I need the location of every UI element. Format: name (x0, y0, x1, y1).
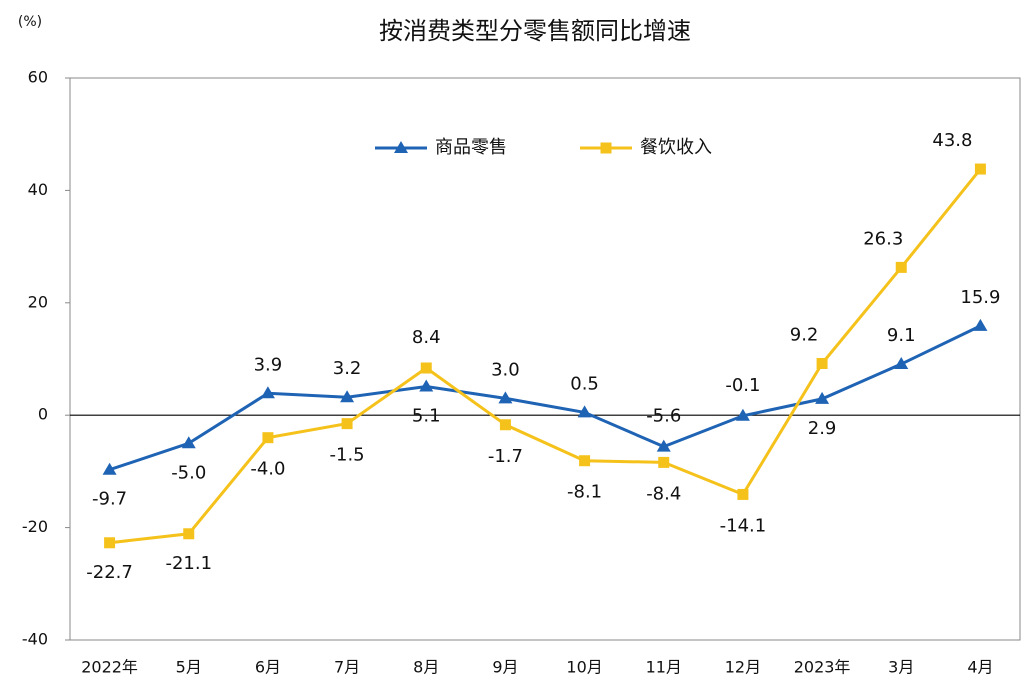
data-label: -4.0 (250, 459, 285, 480)
y-tick-label: 0 (38, 405, 48, 424)
x-tick-label: 9月 (492, 658, 518, 677)
data-label: -5.0 (171, 462, 206, 483)
x-tick-label: 2023年 (794, 658, 851, 677)
data-label: -14.1 (720, 515, 767, 536)
data-label: 26.3 (863, 228, 903, 249)
data-label: 3.2 (333, 358, 362, 379)
y-tick-label: 40 (28, 180, 48, 199)
x-tick-label: 8月 (413, 658, 439, 677)
series-line (109, 324, 982, 472)
marker (600, 142, 612, 154)
data-label: 5.1 (412, 406, 441, 427)
data-label: -0.1 (725, 375, 760, 396)
marker (499, 419, 511, 431)
marker (420, 362, 432, 374)
marker (341, 418, 353, 430)
x-tick-label: 7月 (334, 658, 360, 677)
marker (735, 408, 750, 421)
marker (895, 261, 907, 273)
data-label: 43.8 (932, 130, 972, 151)
legend-label: 餐饮收入 (640, 137, 712, 158)
series-line (109, 168, 982, 545)
data-label: -21.1 (165, 553, 212, 574)
x-tick-label: 2022年 (81, 658, 138, 677)
marker (419, 379, 434, 392)
marker (262, 432, 274, 444)
x-tick-label: 3月 (888, 658, 914, 677)
data-label: -8.1 (567, 482, 602, 503)
marker (816, 357, 828, 369)
x-tick-label: 12月 (725, 658, 761, 677)
marker (974, 163, 986, 175)
data-label: 0.5 (570, 373, 599, 394)
data-label: 8.4 (412, 327, 441, 348)
marker (656, 439, 671, 452)
marker (394, 141, 408, 153)
marker (260, 386, 275, 399)
marker (815, 391, 830, 404)
y-tick-label: 20 (28, 292, 48, 311)
marker (102, 462, 117, 475)
data-label: -5.6 (646, 406, 681, 427)
legend-label: 商品零售 (435, 137, 507, 158)
data-label: -1.5 (330, 445, 365, 466)
marker (737, 488, 749, 500)
marker (894, 357, 909, 370)
marker (577, 405, 592, 418)
data-label: 3.0 (491, 359, 520, 380)
marker (579, 455, 591, 467)
data-label: -9.7 (92, 489, 127, 510)
marker (183, 528, 195, 540)
x-tick-label: 11月 (646, 658, 682, 677)
marker (498, 391, 513, 404)
y-unit: (%) (18, 14, 42, 30)
data-label: 15.9 (960, 287, 1000, 308)
marker (340, 390, 355, 403)
data-label: -8.4 (646, 483, 681, 504)
marker (104, 537, 116, 549)
data-label: 9.1 (887, 325, 916, 346)
plot-frame (69, 77, 1021, 641)
data-label: 2.9 (808, 418, 837, 439)
data-label: -1.7 (488, 446, 523, 467)
y-tick-label: 60 (28, 68, 48, 87)
data-label: -22.7 (86, 562, 133, 583)
x-tick-label: 4月 (967, 658, 993, 677)
x-tick-label: 5月 (176, 658, 202, 677)
chart-title: 按消费类型分零售额同比增速 (379, 17, 691, 45)
data-label: 9.2 (790, 324, 819, 345)
x-tick-label: 6月 (255, 658, 281, 677)
y-tick-label: -20 (22, 517, 48, 536)
y-tick-label: -40 (22, 630, 48, 649)
marker (181, 436, 196, 449)
marker (973, 318, 988, 331)
marker (658, 456, 670, 468)
data-label: 3.9 (254, 354, 283, 375)
x-tick-label: 10月 (566, 658, 602, 677)
